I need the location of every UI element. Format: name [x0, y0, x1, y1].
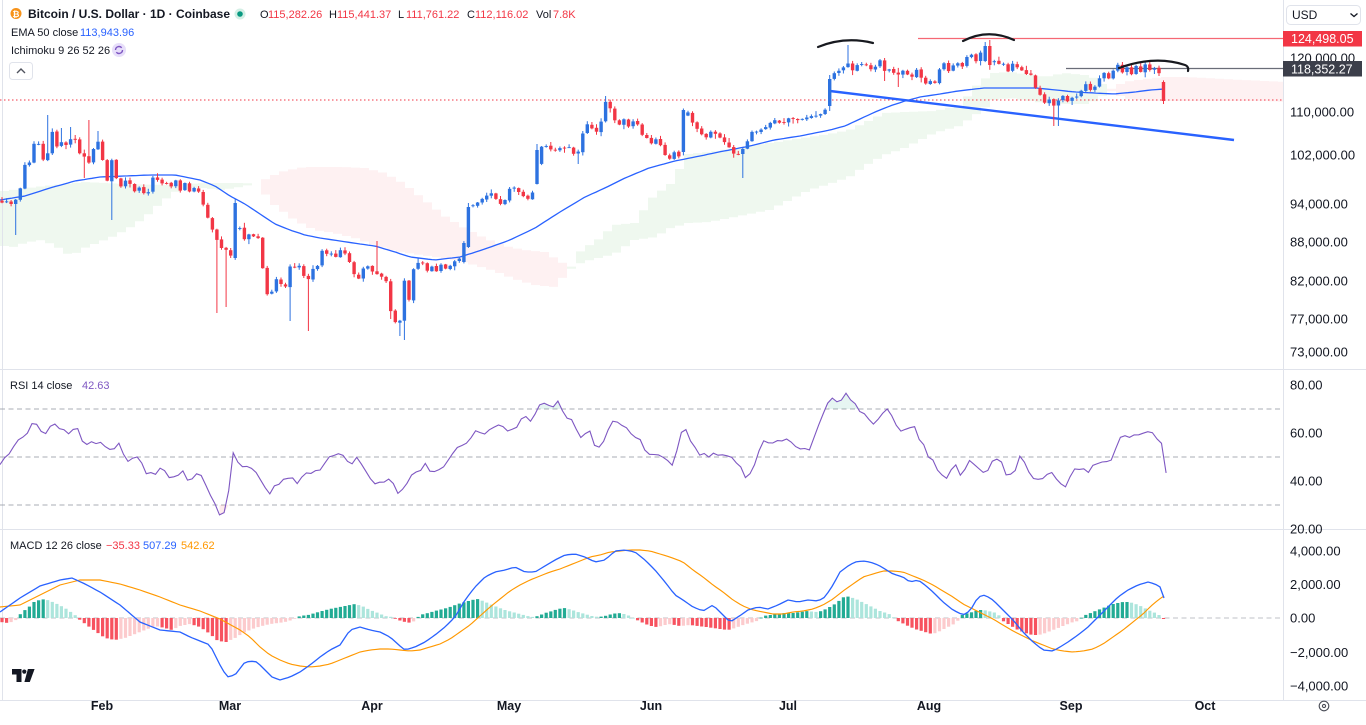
svg-text:20.00: 20.00	[1290, 522, 1323, 537]
svg-text:115,282.26: 115,282.26	[268, 9, 322, 21]
svg-text:EMA 50 close: EMA 50 close	[11, 27, 78, 39]
svg-text:94,000.00: 94,000.00	[1290, 197, 1348, 212]
svg-text:111,761.22: 111,761.22	[406, 9, 459, 21]
svg-text:May: May	[497, 699, 521, 713]
svg-text:82,000.00: 82,000.00	[1290, 274, 1348, 289]
svg-text:102,000.00: 102,000.00	[1290, 148, 1355, 163]
svg-text:507.29: 507.29	[143, 540, 177, 552]
svg-text:L: L	[398, 9, 404, 21]
svg-text:USD: USD	[1292, 8, 1318, 22]
svg-text:MACD 12 26 close: MACD 12 26 close	[10, 540, 102, 552]
svg-text:Oct: Oct	[1195, 699, 1217, 713]
svg-text:77,000.00: 77,000.00	[1290, 312, 1348, 327]
svg-text:2,000.00: 2,000.00	[1290, 577, 1341, 592]
svg-text:O: O	[260, 9, 269, 21]
svg-text:4,000.00: 4,000.00	[1290, 544, 1341, 559]
svg-text:80.00: 80.00	[1290, 378, 1323, 393]
svg-text:C: C	[467, 9, 475, 21]
svg-text:−35.33: −35.33	[106, 540, 140, 552]
svg-text:115,441.37: 115,441.37	[337, 9, 391, 21]
svg-text:Feb: Feb	[91, 699, 114, 713]
svg-text:73,000.00: 73,000.00	[1290, 345, 1348, 360]
svg-text:Aug: Aug	[917, 699, 941, 713]
svg-text:40.00: 40.00	[1290, 474, 1323, 489]
svg-text:110,000.00: 110,000.00	[1290, 105, 1354, 120]
svg-text:Bitcoin / U.S. Dollar · 1D · C: Bitcoin / U.S. Dollar · 1D · Coinbase	[28, 7, 230, 21]
svg-text:Jun: Jun	[640, 699, 662, 713]
svg-text:42.63: 42.63	[82, 380, 110, 392]
svg-text:−2,000.00: −2,000.00	[1290, 645, 1348, 660]
svg-text:Ichimoku 9 26 52 26: Ichimoku 9 26 52 26	[11, 45, 110, 57]
svg-text:542.62: 542.62	[181, 540, 215, 552]
svg-text:₿: ₿	[13, 9, 20, 19]
svg-text:RSI 14 close: RSI 14 close	[10, 380, 72, 392]
svg-text:0.00: 0.00	[1290, 611, 1315, 626]
svg-text:−4,000.00: −4,000.00	[1290, 679, 1348, 694]
svg-text:Sep: Sep	[1060, 699, 1083, 713]
svg-text:113,943.96: 113,943.96	[80, 27, 134, 39]
svg-text:7.8K: 7.8K	[553, 9, 576, 21]
svg-text:60.00: 60.00	[1290, 426, 1323, 441]
svg-text:88,000.00: 88,000.00	[1290, 235, 1348, 250]
svg-text:Apr: Apr	[361, 699, 383, 713]
svg-text:112,116.02: 112,116.02	[475, 9, 528, 21]
svg-text:118,352.27: 118,352.27	[1291, 63, 1353, 77]
svg-text:Vol: Vol	[536, 9, 551, 21]
svg-text:Mar: Mar	[219, 699, 241, 713]
svg-text:Jul: Jul	[779, 699, 797, 713]
svg-text:124,498.05: 124,498.05	[1291, 32, 1354, 46]
svg-text:H: H	[329, 9, 337, 21]
